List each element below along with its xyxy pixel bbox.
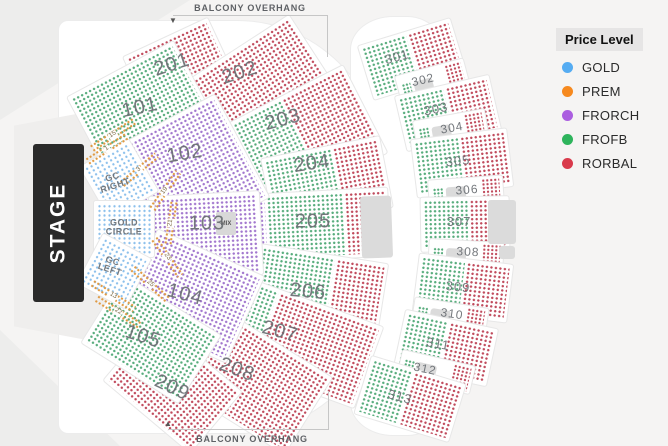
arrow-down-icon: ▼ — [169, 16, 177, 25]
balcony-overhang-top-label: BALCONY OVERHANG — [194, 3, 306, 13]
row-number: 1 — [102, 144, 112, 154]
legend-item-rorbal: RORBAL — [556, 156, 668, 171]
balcony-overhang-bottom-label: BALCONY OVERHANG — [196, 434, 308, 444]
row-number: 21 — [166, 217, 175, 229]
stage-label: STAGE — [46, 182, 70, 264]
legend-item-frofb: FROFB — [556, 132, 668, 147]
overhang-bracket-bottom — [168, 429, 329, 430]
price-level-dot-icon — [562, 134, 573, 145]
price-level-dot-icon — [562, 86, 573, 97]
legend-title: Price Level — [556, 28, 643, 51]
stage: STAGE — [33, 144, 84, 302]
row-number: 23 — [161, 251, 173, 263]
arrow-up-icon: ▲ — [164, 419, 172, 428]
legend-item-label: GOLD — [582, 60, 621, 75]
legend-item-label: PREM — [582, 84, 621, 99]
aisle-block — [359, 195, 394, 259]
legend-item-label: RORBAL — [582, 156, 638, 171]
mix-label: MIX — [220, 220, 232, 227]
legend-item-prem: PREM — [556, 84, 668, 99]
price-level-dot-icon — [562, 110, 573, 121]
legend-item-label: FRORCH — [582, 108, 640, 123]
overhang-bracket-top-drop — [327, 15, 328, 57]
overhang-bracket-top — [173, 15, 328, 16]
row-number: 22 — [112, 306, 124, 318]
legend-item-gold: GOLD — [556, 60, 668, 75]
price-level-dot-icon — [562, 158, 573, 169]
row-number: 25 — [144, 278, 156, 290]
overhang-bracket-bottom-rise — [328, 391, 329, 429]
price-level-dot-icon — [562, 62, 573, 73]
aisle-block — [488, 200, 516, 244]
aisle-block — [499, 246, 515, 259]
price-level-legend: Price Level GOLD PREM FRORCH FROFB RORBAL — [556, 28, 668, 171]
mix-booth: MIX — [216, 212, 236, 235]
row-number: 3 — [134, 165, 144, 175]
legend-item-label: FROFB — [582, 132, 628, 147]
legend-item-frorch: FRORCH — [556, 108, 668, 123]
